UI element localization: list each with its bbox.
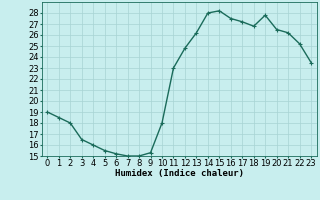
X-axis label: Humidex (Indice chaleur): Humidex (Indice chaleur) — [115, 169, 244, 178]
